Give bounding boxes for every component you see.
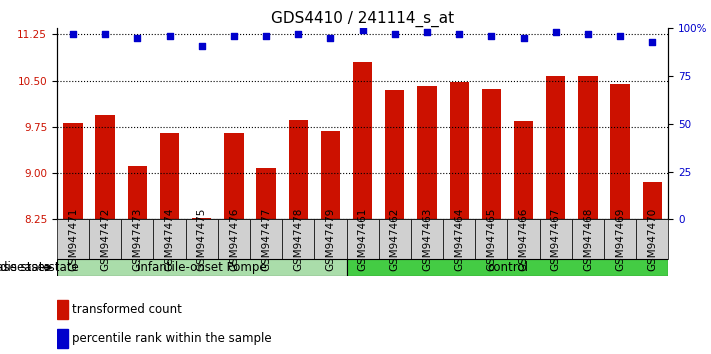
Point: [550, 29, 562, 35]
Text: GSM947476: GSM947476: [229, 207, 239, 271]
Text: GSM947469: GSM947469: [615, 207, 625, 271]
Text: GSM947468: GSM947468: [583, 207, 593, 271]
Text: control: control: [487, 261, 528, 274]
FancyBboxPatch shape: [443, 219, 475, 259]
Text: GSM947465: GSM947465: [486, 207, 496, 271]
Bar: [57, 300, 68, 319]
Text: GSM947464: GSM947464: [454, 207, 464, 271]
Bar: [128, 166, 147, 219]
Point: [389, 31, 400, 37]
Text: GSM947479: GSM947479: [326, 207, 336, 271]
FancyBboxPatch shape: [411, 219, 443, 259]
FancyBboxPatch shape: [57, 219, 89, 259]
FancyBboxPatch shape: [346, 219, 379, 259]
Title: GDS4410 / 241114_s_at: GDS4410 / 241114_s_at: [271, 11, 454, 27]
Point: [132, 35, 143, 41]
Point: [486, 33, 497, 39]
Point: [646, 39, 658, 45]
FancyBboxPatch shape: [57, 259, 346, 276]
Text: GSM947478: GSM947478: [293, 207, 304, 271]
Text: GSM947462: GSM947462: [390, 207, 400, 271]
FancyBboxPatch shape: [604, 219, 636, 259]
Bar: [611, 85, 630, 219]
Point: [325, 35, 336, 41]
Text: percentile rank within the sample: percentile rank within the sample: [73, 332, 272, 344]
Text: GSM947463: GSM947463: [422, 207, 432, 271]
Bar: [546, 76, 565, 219]
Text: disease state: disease state: [0, 261, 79, 274]
Bar: [160, 133, 179, 219]
FancyBboxPatch shape: [186, 219, 218, 259]
Text: GSM947472: GSM947472: [100, 207, 110, 271]
FancyBboxPatch shape: [282, 219, 314, 259]
FancyBboxPatch shape: [475, 219, 508, 259]
Bar: [321, 131, 340, 219]
Text: GSM947473: GSM947473: [132, 207, 142, 271]
Bar: [192, 218, 211, 219]
FancyBboxPatch shape: [572, 219, 604, 259]
Text: GSM947461: GSM947461: [358, 207, 368, 271]
Text: disease state: disease state: [0, 261, 50, 274]
Point: [100, 31, 111, 37]
FancyBboxPatch shape: [154, 219, 186, 259]
Point: [518, 35, 529, 41]
Bar: [95, 115, 114, 219]
Text: GSM947466: GSM947466: [518, 207, 528, 271]
FancyBboxPatch shape: [346, 259, 668, 276]
Point: [582, 31, 594, 37]
Point: [454, 31, 465, 37]
Point: [196, 43, 208, 48]
Text: transformed count: transformed count: [73, 303, 182, 316]
Text: GSM947475: GSM947475: [197, 207, 207, 271]
Bar: [643, 182, 662, 219]
FancyBboxPatch shape: [218, 219, 250, 259]
Text: infantile-onset Pompe: infantile-onset Pompe: [137, 261, 267, 274]
Bar: [257, 168, 276, 219]
Point: [292, 31, 304, 37]
Bar: [578, 76, 597, 219]
FancyBboxPatch shape: [379, 219, 411, 259]
Bar: [224, 133, 244, 219]
Text: GSM947474: GSM947474: [164, 207, 174, 271]
FancyBboxPatch shape: [540, 219, 572, 259]
Bar: [514, 121, 533, 219]
Bar: [417, 86, 437, 219]
Bar: [63, 123, 82, 219]
FancyBboxPatch shape: [122, 219, 154, 259]
Point: [228, 33, 240, 39]
Text: GSM947471: GSM947471: [68, 207, 78, 271]
Bar: [481, 89, 501, 219]
Bar: [289, 120, 308, 219]
FancyBboxPatch shape: [314, 219, 346, 259]
Point: [614, 33, 626, 39]
Bar: [57, 329, 68, 348]
FancyBboxPatch shape: [250, 219, 282, 259]
Bar: [353, 62, 373, 219]
Text: GSM947467: GSM947467: [551, 207, 561, 271]
Point: [68, 31, 79, 37]
FancyBboxPatch shape: [508, 219, 540, 259]
Bar: [385, 90, 405, 219]
Text: GSM947477: GSM947477: [261, 207, 271, 271]
Point: [422, 29, 433, 35]
Text: GSM947470: GSM947470: [647, 208, 657, 271]
FancyBboxPatch shape: [89, 219, 122, 259]
Bar: [449, 82, 469, 219]
Point: [164, 33, 175, 39]
Point: [357, 27, 368, 33]
FancyBboxPatch shape: [636, 219, 668, 259]
Point: [260, 33, 272, 39]
